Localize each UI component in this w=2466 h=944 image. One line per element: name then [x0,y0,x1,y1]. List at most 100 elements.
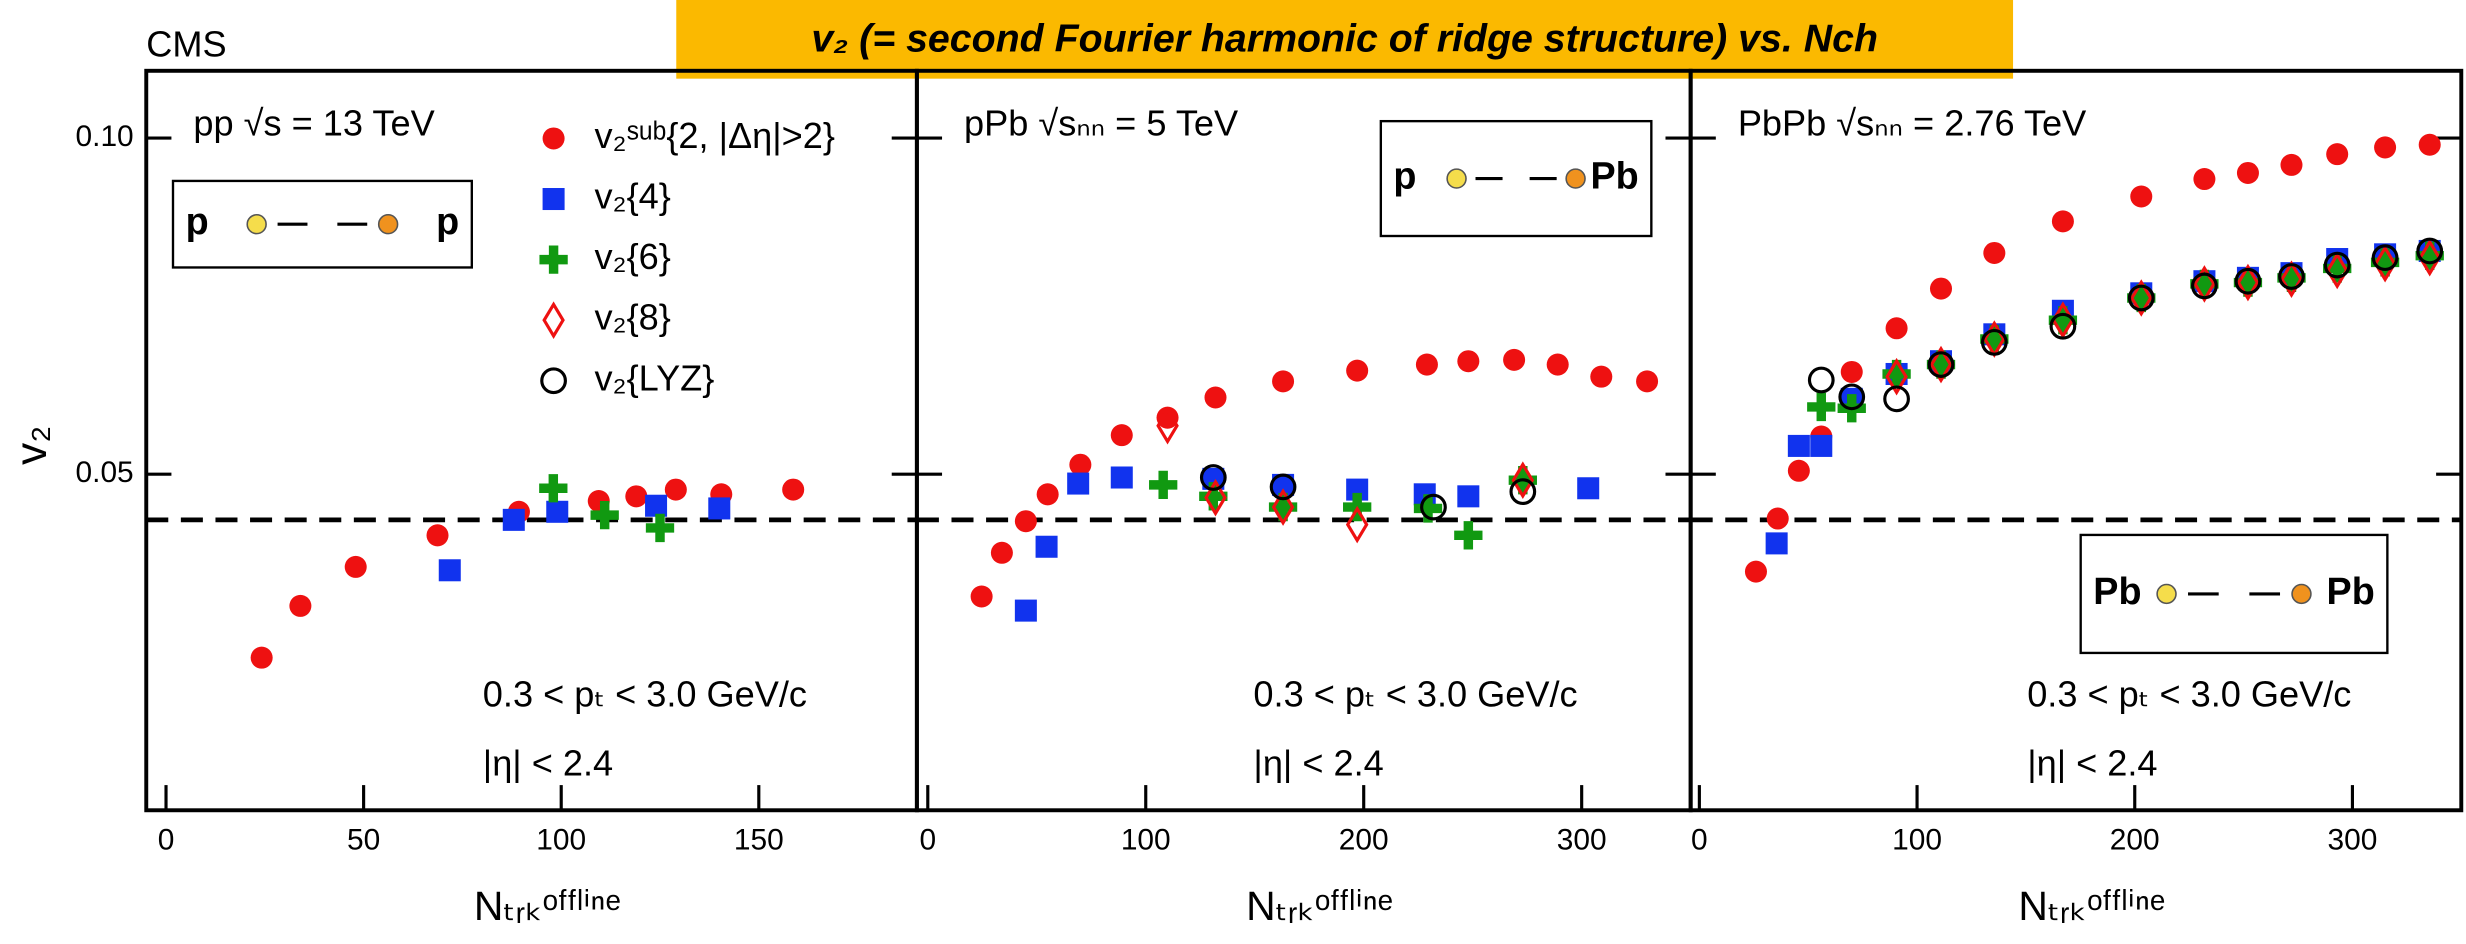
data-point [2370,248,2400,277]
data-point [1268,492,1298,522]
x-tick-label: 300 [1557,824,1607,857]
x-tick-label: 100 [1892,824,1942,857]
x-tick-label: 150 [734,824,784,857]
x-tick-label: 100 [536,824,586,857]
y-tick-label: 0.10 [76,120,134,153]
nucleus [2156,583,2177,605]
data-point [625,485,648,508]
data-point [2418,238,2441,277]
data-point [1636,370,1659,393]
x-tick-label: 200 [2110,824,2160,857]
data-point [2193,168,2216,191]
data-point [645,513,675,543]
data-point [782,478,805,501]
data-point [2233,268,2263,297]
data-point [1269,473,1297,501]
data-point [539,474,568,503]
data-point [1014,599,1037,622]
data-point [1457,485,1480,508]
data-point [2323,254,2352,283]
data-point [546,500,569,523]
data-point [1885,357,1908,396]
data-point [1345,505,1369,544]
data-point [1929,345,1953,384]
collision-inset [171,179,473,269]
data-point [2236,161,2259,184]
data-point [1838,383,1866,411]
data-point [1199,482,1228,511]
data-point [1156,406,1179,429]
data-point [1156,406,1179,445]
data-point [2323,251,2351,279]
data-point [1035,535,1058,558]
legend-marker [542,127,565,150]
legend-label: v₂{4} [594,176,670,217]
x-tick-label: 0 [919,824,936,857]
nucleus [1446,168,1467,189]
nucleus [2291,583,2312,605]
data-point [1883,385,1910,413]
data-point [2416,237,2444,265]
legend-marker [540,367,567,395]
data-point [1882,359,1911,389]
data-point [1546,353,1569,376]
plot-frame [1688,68,2464,813]
x-axis-label: Nₜᵣₖᵒᶠᶠˡⁱⁿᵉ [474,883,621,929]
collision-inset [1379,119,1653,238]
beam-label: p [186,200,209,242]
data-point [2127,284,2155,312]
data-point [1457,350,1480,373]
cut-label: 0.3 < pₜ < 3.0 GeV/c [1253,674,1577,715]
system-label: PbPb √sₙₙ = 2.76 TeV [1738,102,2086,143]
data-point [289,594,312,617]
data-point [1420,493,1447,521]
data-point [2049,312,2077,340]
x-tick-label: 100 [1121,824,1171,857]
data-point [1885,317,1908,340]
data-point [1983,241,2006,264]
cut-label: |η| < 2.4 [1253,743,1383,784]
data-point [2278,263,2305,290]
data-point [708,497,731,520]
data-point [1840,360,1863,383]
data-point [1272,473,1295,496]
beam-label: p [436,200,459,242]
collision-inset [2079,533,2389,655]
data-point [1199,464,1227,491]
data-point [1765,532,1788,555]
data-point [1036,483,1059,506]
data-point [1766,507,1789,530]
data-point [2277,263,2306,293]
legend-marker [542,188,565,211]
data-point [2051,210,2074,233]
x-tick-label: 200 [1339,824,1389,857]
data-point [2130,279,2153,317]
data-point [1511,461,1535,499]
data-point [1346,478,1369,501]
data-point [250,646,273,669]
data-point [1067,472,1090,495]
data-point [2130,185,2153,208]
data-point [2280,260,2303,298]
data-point [438,559,461,582]
cut-label: |η| < 2.4 [483,743,613,784]
x-axis-label: Nₜᵣₖᵒᶠᶠˡⁱⁿᵉ [2018,883,2165,929]
nucleus [1565,168,1586,189]
legend-label: v₂{LYZ} [594,357,714,398]
data-point [1415,353,1438,376]
data-point [502,508,525,531]
nucleus [246,213,267,235]
data-point [645,494,668,517]
legend-label: v₂{8} [594,297,670,338]
data-point [1927,351,1955,378]
data-point [1590,365,1613,388]
data-point [990,541,1013,564]
beam-label: Pb [1591,155,1639,197]
data-point [2280,153,2303,176]
data-point [1202,467,1225,490]
data-point [1346,359,1369,382]
cut-label: 0.3 < pₜ < 3.0 GeV/c [483,674,807,715]
data-point [1787,434,1810,457]
y-axis-label: v₂ [7,426,56,465]
data-point [1929,277,1953,300]
